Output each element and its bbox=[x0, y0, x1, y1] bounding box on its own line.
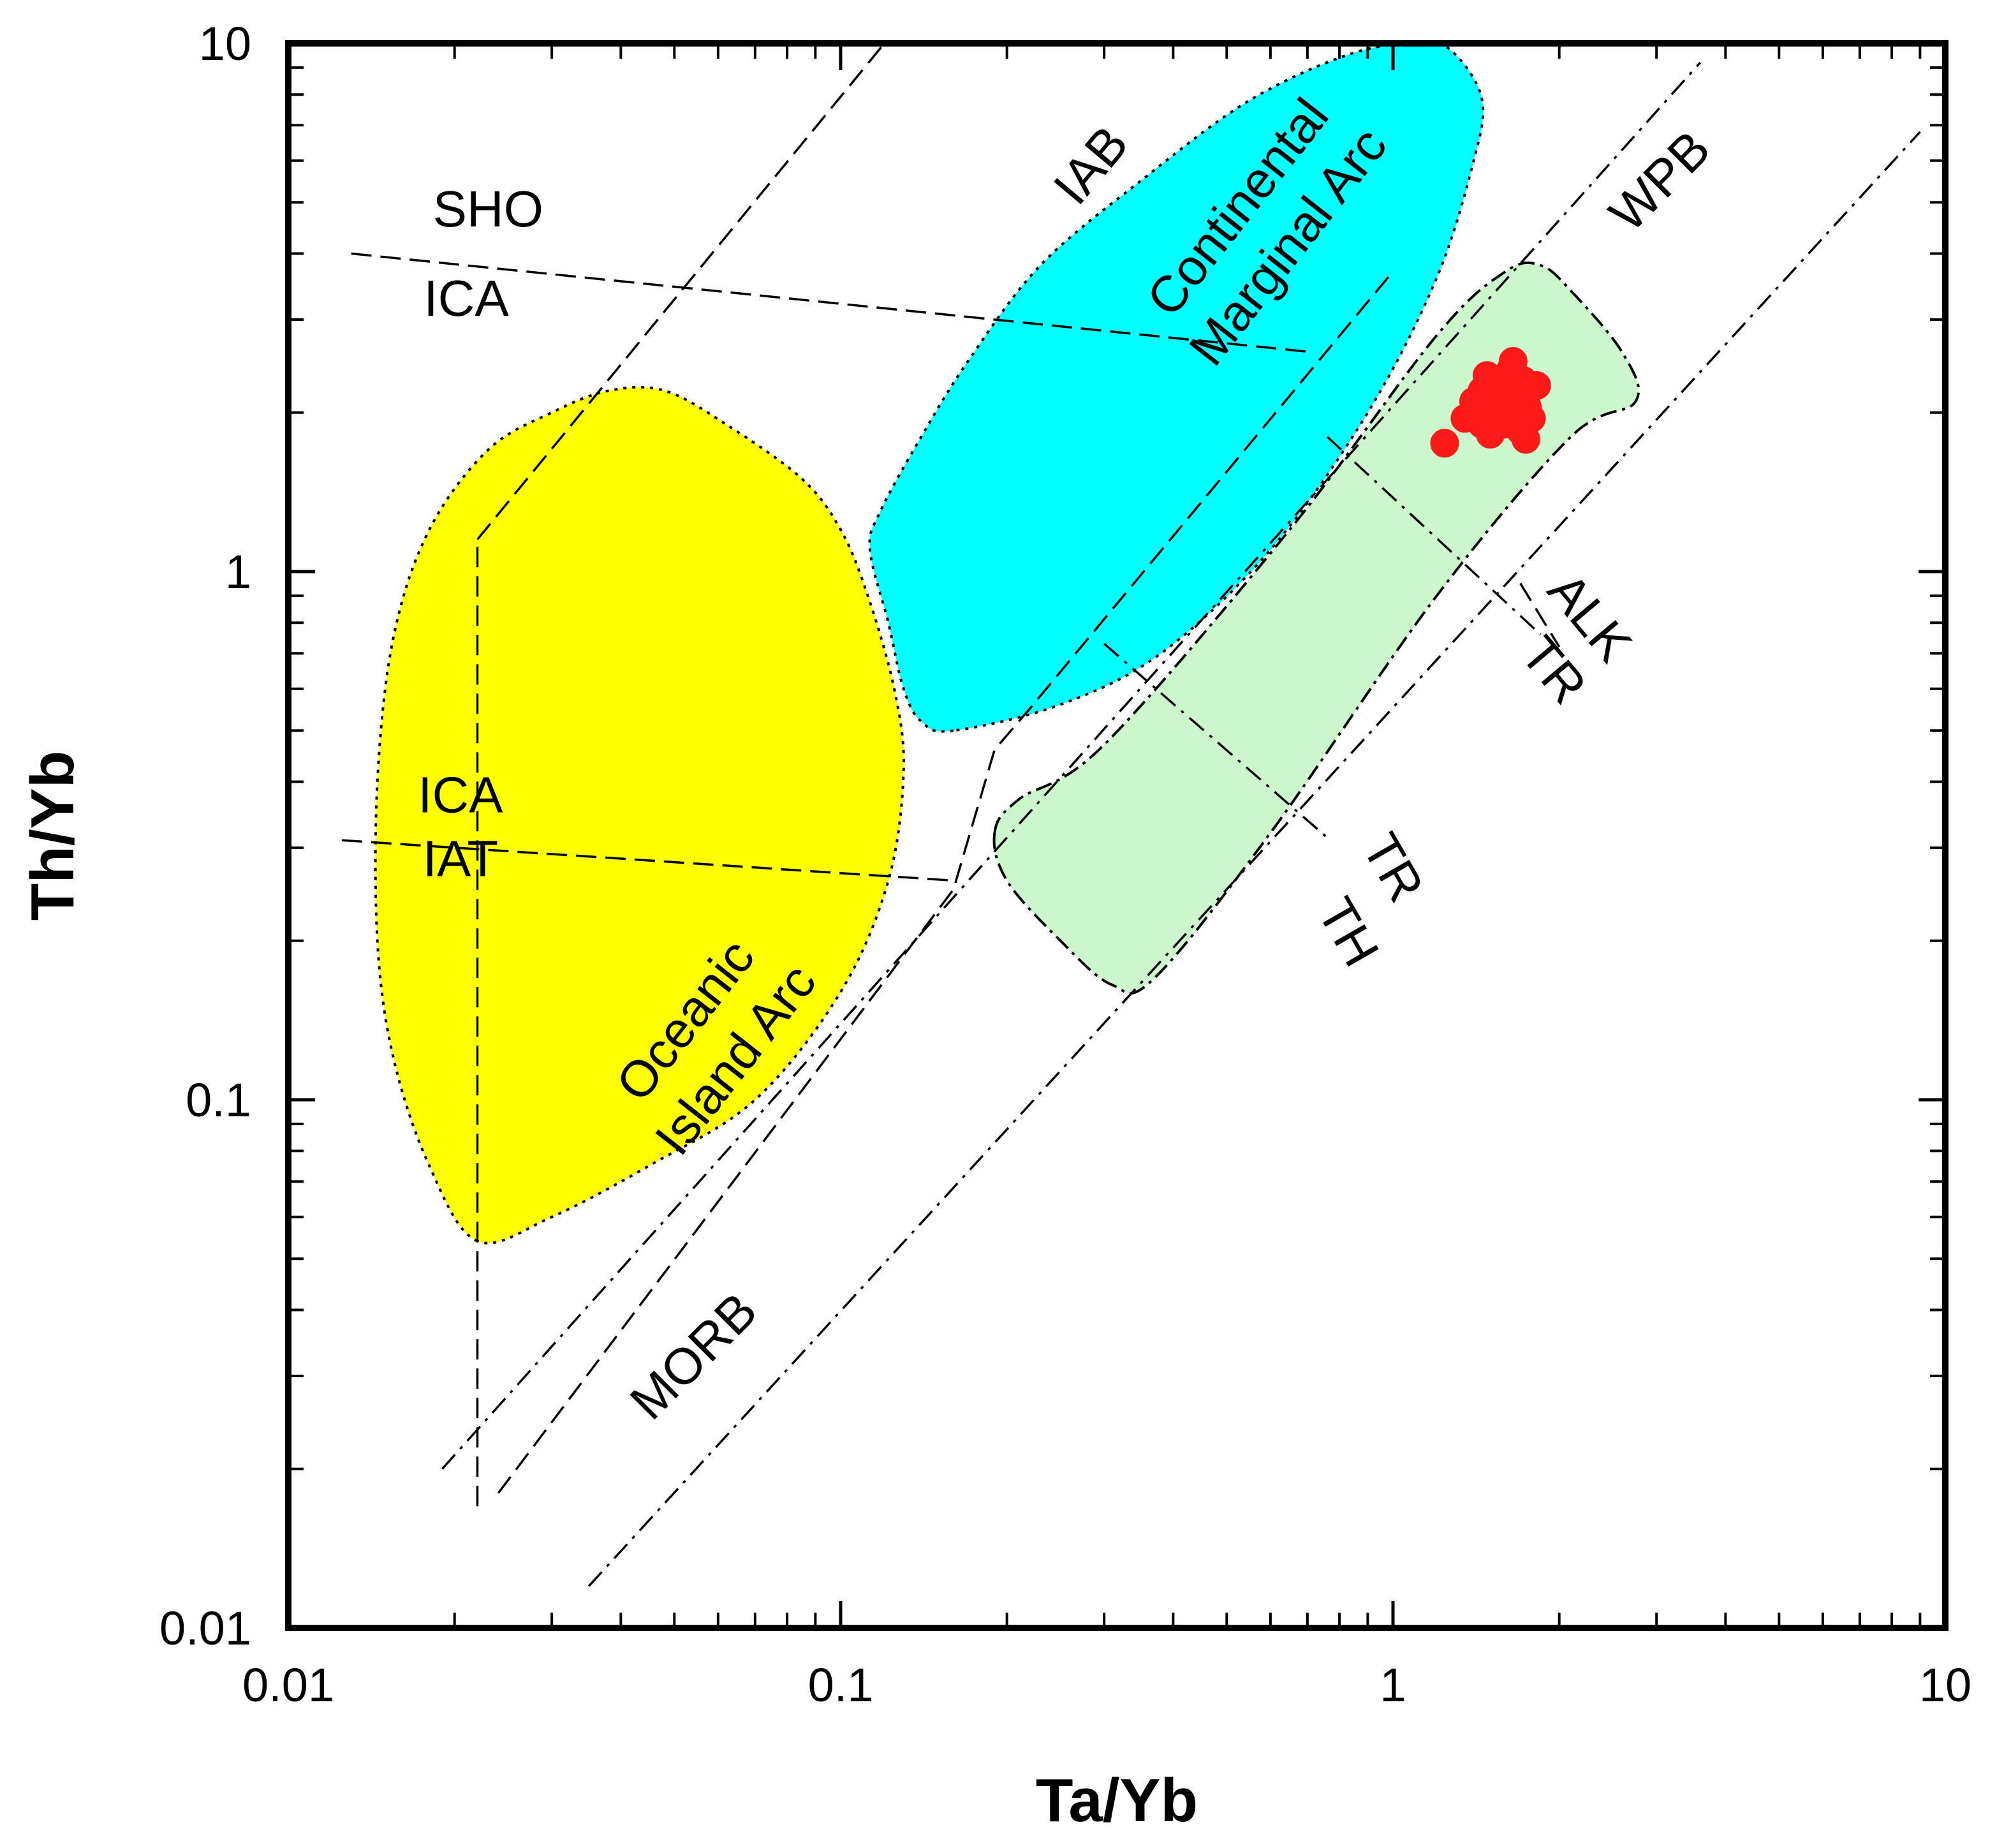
axis-ticks-layer: 0.01 0.1 1 10 0.01 0.1 1 10 bbox=[159, 17, 1971, 1711]
boundary-line-th-tr-divider bbox=[1103, 642, 1331, 841]
field-label-ica-1: ICA bbox=[424, 270, 509, 327]
y-axis-title: Th/Yb bbox=[18, 751, 87, 921]
x-tick-label-2: 1 bbox=[1380, 1659, 1406, 1711]
field-label-sho-0: SHO bbox=[433, 181, 543, 237]
boundary-line-morb-upper-dash bbox=[497, 270, 1394, 1494]
region-sample-field bbox=[992, 261, 1640, 995]
boundary-line-wpb-upper-dashdot bbox=[441, 61, 1702, 1470]
field-label-wpb-5: WPB bbox=[1598, 120, 1721, 242]
data-point-samples-18 bbox=[1468, 410, 1497, 439]
y-tick-label-0: 0.01 bbox=[159, 1602, 251, 1655]
field-label-iat-3: IAT bbox=[423, 831, 499, 887]
boundary-lines-layer bbox=[341, 42, 1921, 1587]
x-tick-label-1: 0.1 bbox=[808, 1659, 874, 1711]
y-tick-label-1: 0.1 bbox=[186, 1074, 251, 1127]
field-label-th-10: TH bbox=[1307, 889, 1390, 976]
region-oceanic-island-arc bbox=[374, 386, 905, 1245]
regions-layer bbox=[374, 41, 1640, 1245]
boundary-line-alk-tr-tick bbox=[1519, 582, 1561, 648]
data-point-samples-19 bbox=[1511, 425, 1540, 454]
data-point-samples-15 bbox=[1522, 371, 1551, 400]
data-points-layer bbox=[1430, 347, 1551, 458]
x-tick-label-0: 0.01 bbox=[242, 1659, 334, 1711]
y-tick-label-3: 10 bbox=[199, 17, 251, 70]
plot-frame bbox=[285, 40, 1949, 1631]
boundary-line-iab-upper-dash bbox=[476, 42, 885, 540]
x-axis-title: Ta/Yb bbox=[1036, 1766, 1198, 1835]
x-tick-label-3: 10 bbox=[1919, 1659, 1971, 1711]
data-point-samples-0 bbox=[1430, 429, 1459, 458]
boundary-line-tr-alk-divider bbox=[1326, 436, 1542, 635]
data-point-samples-16 bbox=[1498, 347, 1528, 376]
boundary-line-wpb-lower-dashdot bbox=[587, 131, 1921, 1587]
field-label-ica-2: ICA bbox=[418, 767, 503, 824]
y-tick-label-2: 1 bbox=[225, 545, 251, 598]
boundary-line-sho-ica-dash bbox=[351, 252, 1315, 354]
region-continental-marginal-arc bbox=[868, 41, 1485, 733]
boundary-line-ica-iat-dash bbox=[341, 839, 954, 882]
field-label-tr-9: TR bbox=[1352, 824, 1434, 911]
